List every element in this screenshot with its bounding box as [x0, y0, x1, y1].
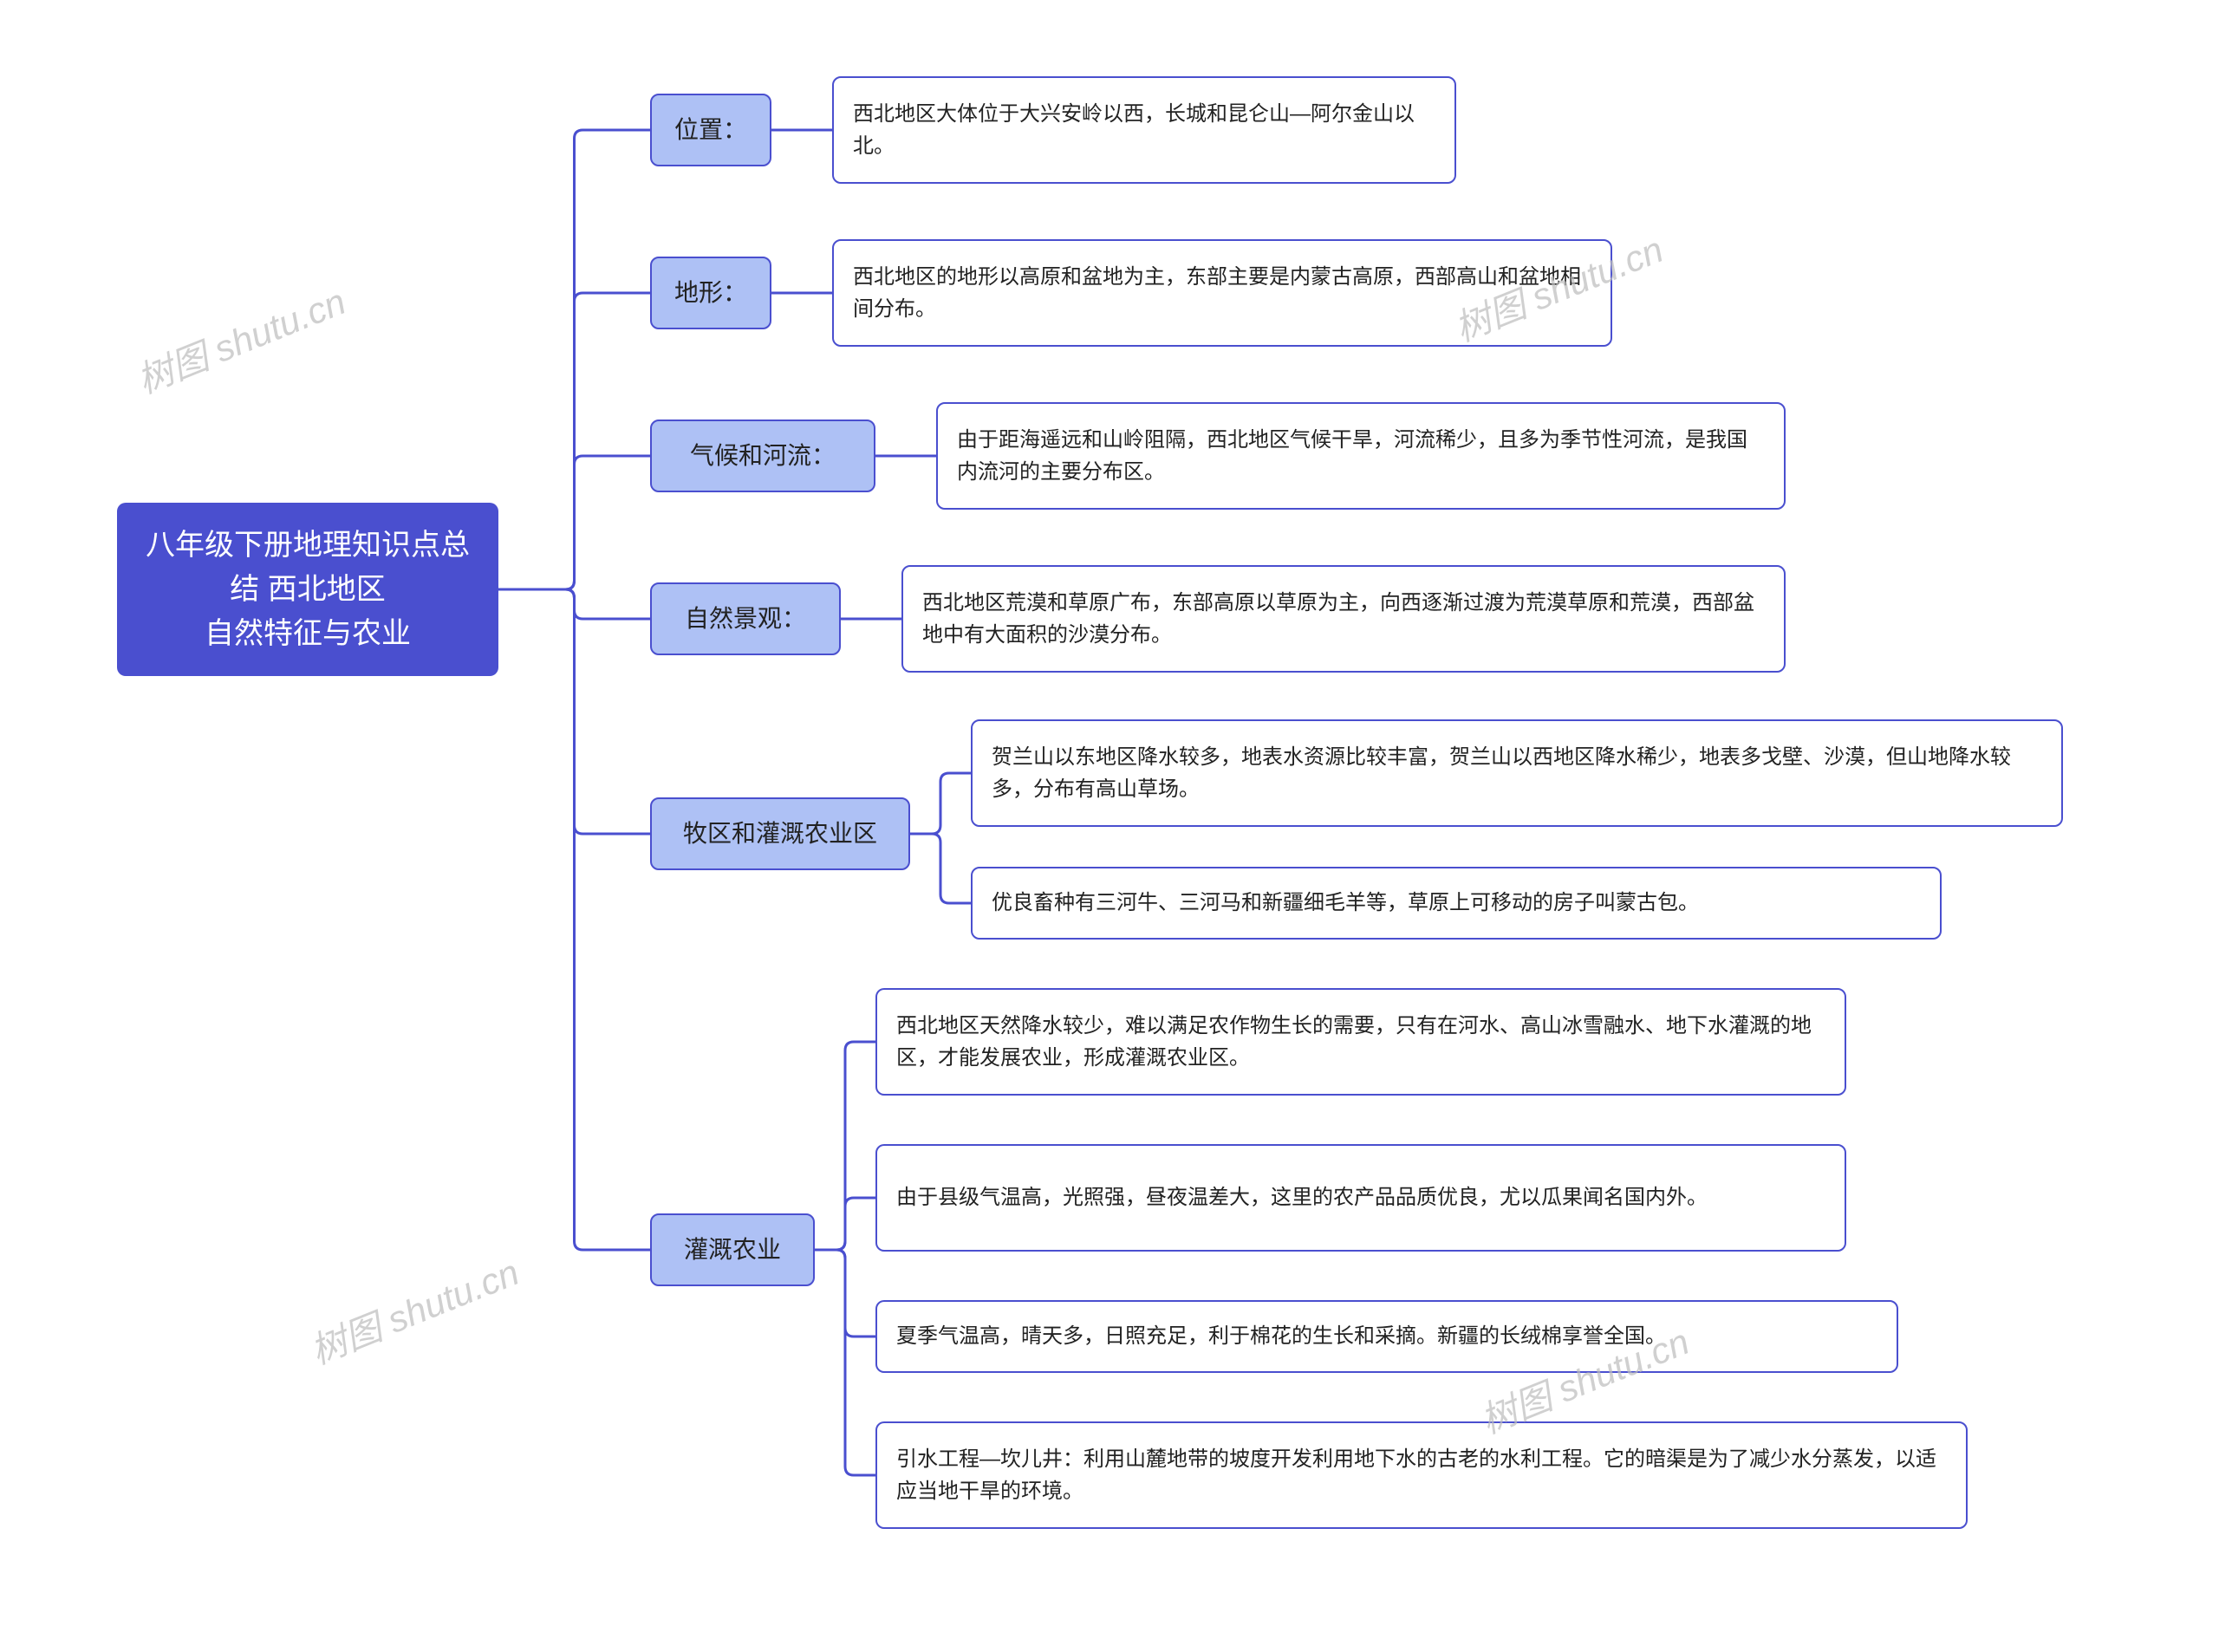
leaf-node: 西北地区大体位于大兴安岭以西，长城和昆仑山—阿尔金山以北。: [832, 76, 1456, 184]
branch-node: 气候和河流：: [650, 420, 875, 492]
leaf-node: 夏季气温高，晴天多，日照充足，利于棉花的生长和采摘。新疆的长绒棉享誉全国。: [875, 1300, 1898, 1373]
leaf-text: 由于县级气温高，光照强，昼夜温差大，这里的农产品品质优良，尤以瓜果闻名国内外。: [896, 1181, 1708, 1213]
branch-label: 灌溉农业: [684, 1232, 781, 1268]
leaf-node: 引水工程—坎儿井：利用山麓地带的坡度开发利用地下水的古老的水利工程。它的暗渠是为…: [875, 1421, 1968, 1529]
branch-label: 气候和河流：: [690, 438, 836, 474]
leaf-node: 西北地区天然降水较少，难以满足农作物生长的需要，只有在河水、高山冰雪融水、地下水…: [875, 988, 1846, 1096]
leaf-node: 西北地区荒漠和草原广布，东部高原以草原为主，向西逐渐过渡为荒漠草原和荒漠，西部盆…: [901, 565, 1786, 673]
branch-label: 牧区和灌溉农业区: [683, 816, 877, 852]
leaf-node: 西北地区的地形以高原和盆地为主，东部主要是内蒙古高原，西部高山和盆地相间分布。: [832, 239, 1612, 347]
mindmap-canvas: 八年级下册地理知识点总结 西北地区自然特征与农业 位置： 西北地区大体位于大兴安岭以…: [0, 0, 2219, 1652]
leaf-text: 优良畜种有三河牛、三河马和新疆细毛羊等，草原上可移动的房子叫蒙古包。: [992, 887, 1699, 919]
leaf-text: 贺兰山以东地区降水较多，地表水资源比较丰富，贺兰山以西地区降水稀少，地表多戈壁、…: [992, 741, 2042, 805]
branch-node: 自然景观：: [650, 582, 841, 655]
leaf-text: 西北地区荒漠和草原广布，东部高原以草原为主，向西逐渐过渡为荒漠草原和荒漠，西部盆…: [922, 587, 1765, 651]
leaf-text: 由于距海遥远和山岭阻隔，西北地区气候干旱，河流稀少，且多为季节性河流，是我国内流…: [957, 424, 1765, 488]
root-line3: 自然特征与农业: [205, 612, 411, 656]
leaf-text: 西北地区的地形以高原和盆地为主，东部主要是内蒙古高原，西部高山和盆地相间分布。: [853, 261, 1591, 325]
leaf-node: 由于县级气温高，光照强，昼夜温差大，这里的农产品品质优良，尤以瓜果闻名国内外。: [875, 1144, 1846, 1252]
leaf-node: 优良畜种有三河牛、三河马和新疆细毛羊等，草原上可移动的房子叫蒙古包。: [971, 867, 1942, 940]
root-line1: 八年级下册地理知识点总: [146, 524, 470, 568]
leaf-text: 夏季气温高，晴天多，日照充足，利于棉花的生长和采摘。新疆的长绒棉享誉全国。: [896, 1320, 1666, 1352]
branch-label: 位置：: [674, 112, 747, 148]
leaf-text: 西北地区大体位于大兴安岭以西，长城和昆仑山—阿尔金山以北。: [853, 98, 1435, 162]
branch-label: 地形：: [674, 275, 747, 311]
branch-node: 牧区和灌溉农业区: [650, 797, 910, 870]
leaf-text: 引水工程—坎儿井：利用山麓地带的坡度开发利用地下水的古老的水利工程。它的暗渠是为…: [896, 1443, 1947, 1507]
branch-node: 位置：: [650, 94, 771, 166]
root-line2: 结 西北地区: [230, 568, 385, 612]
watermark: 树图 shutu.cn: [128, 273, 353, 405]
leaf-node: 由于距海遥远和山岭阻隔，西北地区气候干旱，河流稀少，且多为季节性河流，是我国内流…: [936, 402, 1786, 510]
branch-node: 灌溉农业: [650, 1213, 815, 1286]
watermark: 树图 shutu.cn: [302, 1244, 526, 1376]
branch-node: 地形：: [650, 257, 771, 329]
branch-label: 自然景观：: [685, 601, 806, 637]
root-node: 八年级下册地理知识点总结 西北地区自然特征与农业: [117, 503, 498, 676]
leaf-text: 西北地区天然降水较少，难以满足农作物生长的需要，只有在河水、高山冰雪融水、地下水…: [896, 1010, 1825, 1074]
leaf-node: 贺兰山以东地区降水较多，地表水资源比较丰富，贺兰山以西地区降水稀少，地表多戈壁、…: [971, 719, 2063, 827]
